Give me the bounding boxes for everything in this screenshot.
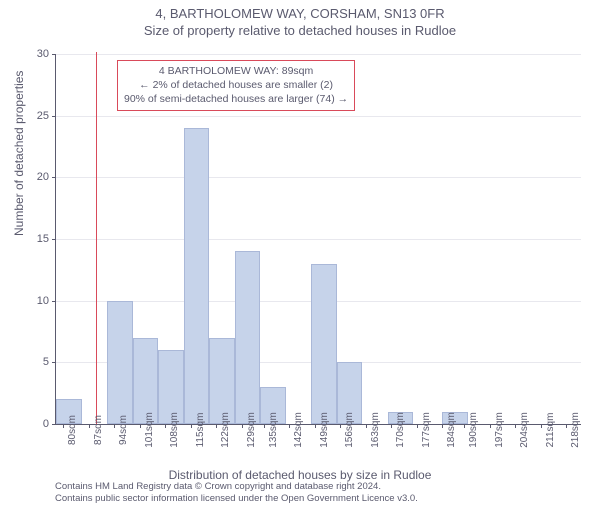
infobox-line1: 4 BARTHOLOMEW WAY: 89sqm	[124, 64, 348, 78]
gridline	[56, 177, 581, 178]
ytick-label: 30	[19, 48, 49, 60]
xtick-label: 129sqm	[246, 412, 257, 448]
histogram-bar	[133, 338, 159, 424]
ytick-mark	[52, 362, 56, 363]
xtick-label: 156sqm	[344, 412, 355, 448]
xtick-label: 163sqm	[370, 412, 381, 448]
chart-area: 05101520253080sqm87sqm94sqm101sqm108sqm1…	[55, 54, 580, 424]
xtick-mark	[391, 424, 392, 428]
histogram-bar	[311, 264, 337, 424]
ytick-mark	[52, 301, 56, 302]
xtick-label: 177sqm	[421, 412, 432, 448]
xtick-label: 197sqm	[494, 412, 505, 448]
xtick-mark	[340, 424, 341, 428]
histogram-bar	[209, 338, 235, 424]
xtick-label: 204sqm	[519, 412, 530, 448]
xtick-mark	[165, 424, 166, 428]
xtick-label: 122sqm	[220, 412, 231, 448]
histogram-bar	[184, 128, 210, 424]
chart-container: 4, BARTHOLOMEW WAY, CORSHAM, SN13 0FR Si…	[0, 6, 600, 506]
ytick-label: 15	[19, 233, 49, 245]
xtick-mark	[140, 424, 141, 428]
xtick-mark	[289, 424, 290, 428]
xtick-mark	[63, 424, 64, 428]
xtick-label: 115sqm	[195, 413, 206, 448]
xtick-mark	[89, 424, 90, 428]
xtick-label: 101sqm	[144, 412, 155, 448]
xtick-label: 87sqm	[93, 415, 104, 445]
chart-title-sub: Size of property relative to detached ho…	[0, 23, 600, 38]
ytick-mark	[52, 116, 56, 117]
xtick-mark	[366, 424, 367, 428]
y-axis-label: Number of detached properties	[12, 71, 26, 236]
xtick-mark	[242, 424, 243, 428]
infobox-line2: ← 2% of detached houses are smaller (2)	[124, 78, 348, 92]
xtick-label: 190sqm	[468, 412, 479, 448]
xtick-label: 184sqm	[446, 412, 457, 448]
xtick-label: 94sqm	[118, 415, 129, 445]
xtick-mark	[515, 424, 516, 428]
xtick-label: 135sqm	[268, 412, 279, 448]
xtick-label: 149sqm	[319, 412, 330, 448]
license-text: Contains HM Land Registry data © Crown c…	[55, 481, 418, 504]
infobox-line3: 90% of semi-detached houses are larger (…	[124, 92, 348, 106]
ytick-label: 20	[19, 171, 49, 183]
xtick-label: 218sqm	[570, 412, 581, 448]
xtick-mark	[315, 424, 316, 428]
ytick-label: 25	[19, 110, 49, 122]
ytick-mark	[52, 54, 56, 55]
xtick-label: 142sqm	[293, 412, 304, 448]
xtick-mark	[114, 424, 115, 428]
xtick-label: 170sqm	[395, 412, 406, 448]
license-line2: Contains public sector information licen…	[55, 493, 418, 504]
xtick-mark	[541, 424, 542, 428]
subject-marker-line	[96, 52, 97, 424]
xtick-label: 80sqm	[67, 415, 78, 445]
x-axis-label: Distribution of detached houses by size …	[0, 468, 600, 482]
xtick-mark	[464, 424, 465, 428]
xtick-mark	[264, 424, 265, 428]
gridline	[56, 239, 581, 240]
ytick-label: 10	[19, 295, 49, 307]
info-box: 4 BARTHOLOMEW WAY: 89sqm ← 2% of detache…	[117, 60, 355, 111]
xtick-mark	[442, 424, 443, 428]
xtick-label: 211sqm	[545, 413, 556, 448]
ytick-mark	[52, 177, 56, 178]
histogram-bar	[235, 251, 261, 424]
license-line1: Contains HM Land Registry data © Crown c…	[55, 481, 418, 492]
ytick-mark	[52, 239, 56, 240]
xtick-mark	[216, 424, 217, 428]
xtick-mark	[191, 424, 192, 428]
ytick-mark	[52, 424, 56, 425]
ytick-label: 5	[19, 356, 49, 368]
xtick-mark	[566, 424, 567, 428]
ytick-label: 0	[19, 418, 49, 430]
gridline	[56, 54, 581, 55]
gridline	[56, 116, 581, 117]
xtick-label: 108sqm	[169, 412, 180, 448]
xtick-mark	[417, 424, 418, 428]
xtick-mark	[490, 424, 491, 428]
chart-title-main: 4, BARTHOLOMEW WAY, CORSHAM, SN13 0FR	[0, 6, 600, 21]
histogram-bar	[107, 301, 133, 424]
